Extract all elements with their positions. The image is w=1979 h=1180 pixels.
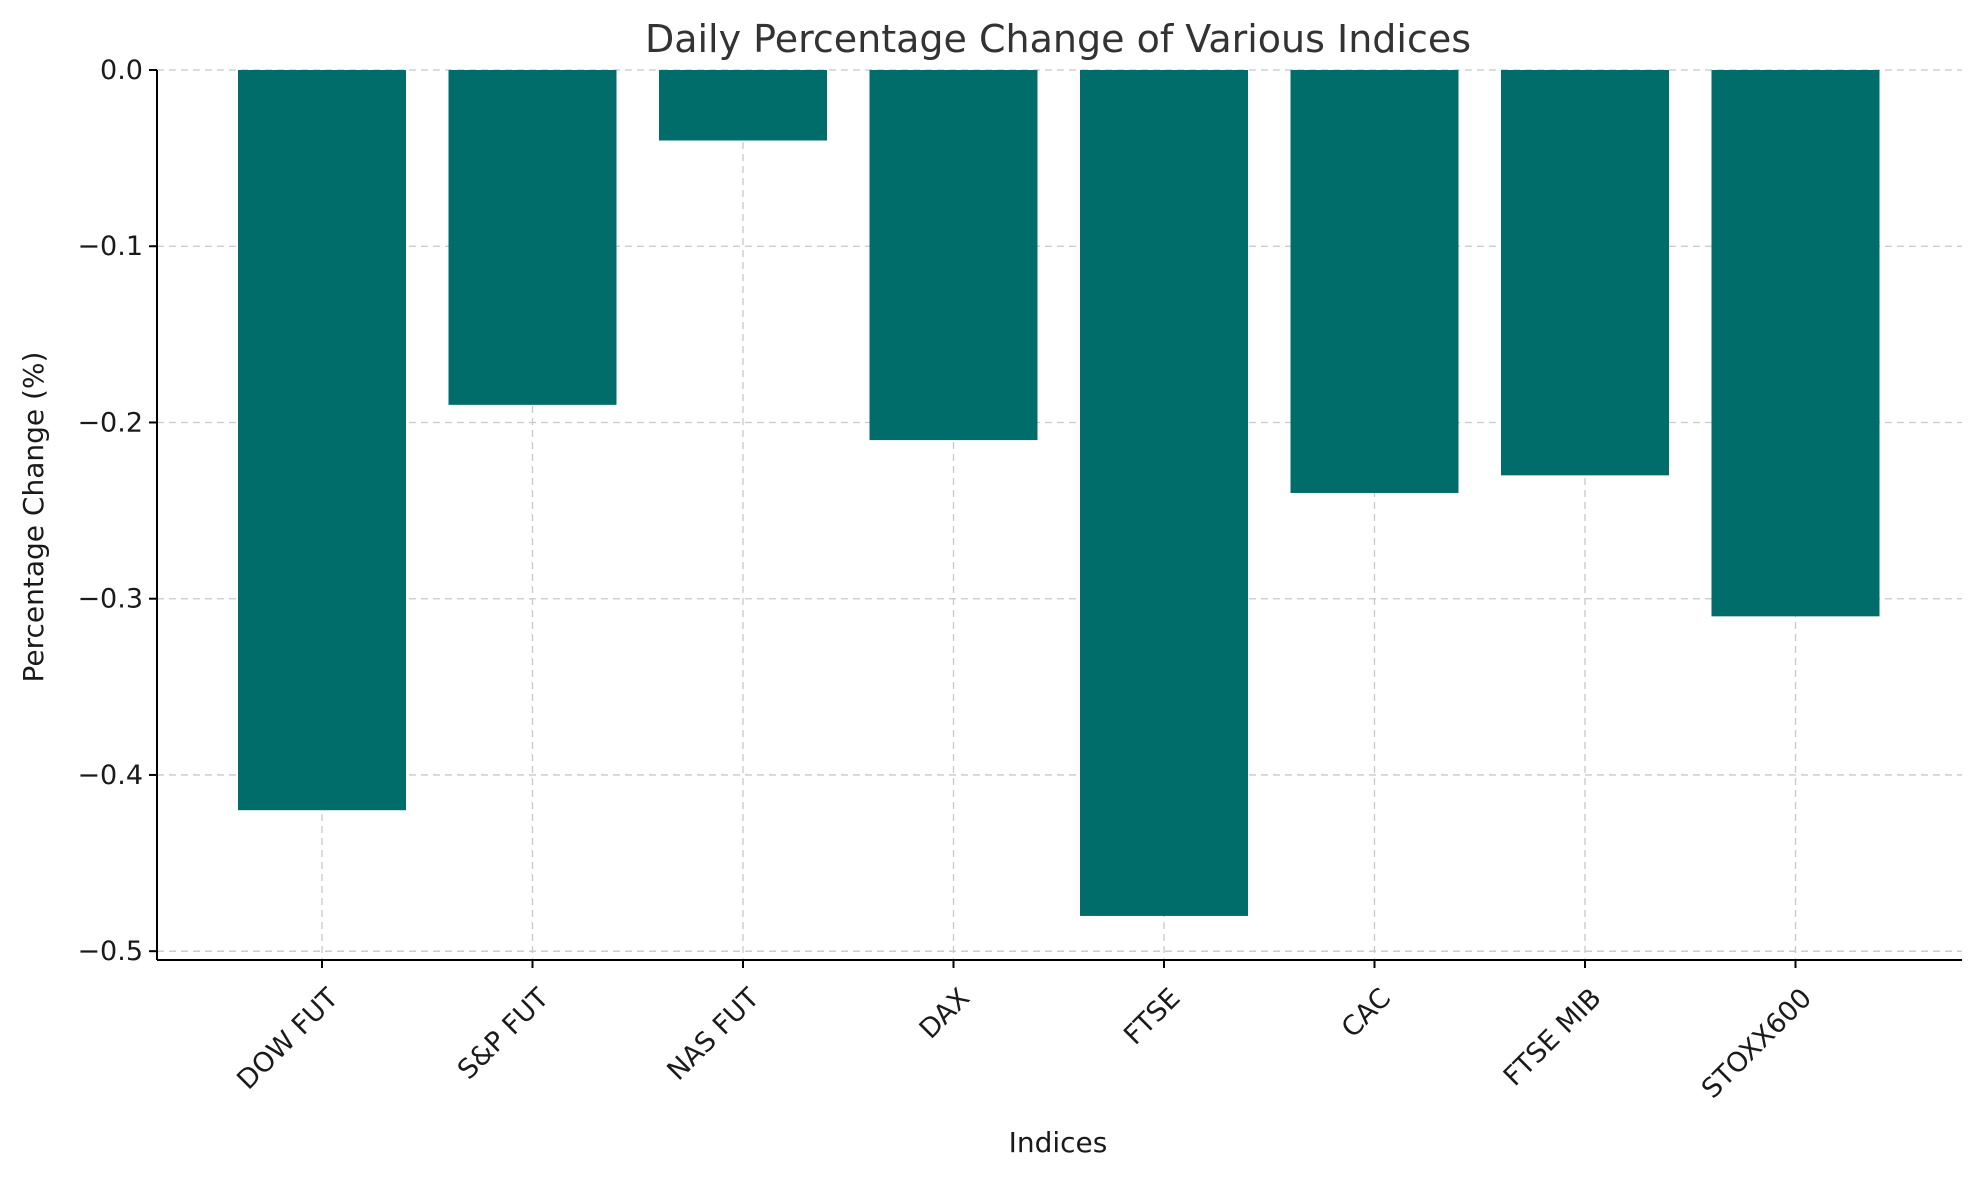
- y-tick-label: 0.0: [100, 55, 143, 86]
- y-gridlines: [157, 69, 1962, 952]
- x-ticks: DOW FUT S&P FUT NAS FUT DAX FTSE CAC FTSE MIB S…: [231, 960, 1818, 1105]
- bar-nas-fut: [659, 70, 827, 141]
- y-ticks: 0.0 −0.1 −0.2 −0.3 −0.4 −0.5: [77, 55, 157, 967]
- y-tick-label: −0.5: [77, 936, 143, 967]
- axes: [156, 70, 1962, 961]
- chart-title: Daily Percentage Change of Various Indic…: [645, 17, 1471, 61]
- y-tick-label: −0.2: [77, 407, 143, 438]
- bar-cac: [1290, 70, 1459, 493]
- bar-ftse: [1080, 70, 1248, 916]
- x-tick-label: FTSE: [1118, 983, 1186, 1051]
- y-tick-label: −0.3: [77, 584, 143, 615]
- bar-dow-fut: [238, 70, 406, 811]
- x-tick-label: DOW FUT: [231, 982, 345, 1096]
- y-tick-label: −0.1: [77, 231, 143, 262]
- bar-dax: [869, 70, 1038, 441]
- bar-s-p-fut: [448, 70, 617, 405]
- bar-ftse-mib: [1501, 70, 1669, 476]
- x-tick-label: S&P FUT: [452, 982, 555, 1085]
- bar-stoxx600: [1711, 70, 1880, 617]
- x-tick-label: DAX: [914, 983, 976, 1045]
- x-tick-label: FTSE MIB: [1498, 983, 1608, 1093]
- y-tick-label: −0.4: [77, 760, 143, 791]
- x-tick-label: CAC: [1336, 983, 1397, 1044]
- x-tick-label: NAS FUT: [661, 982, 765, 1086]
- bars: [238, 70, 1880, 916]
- x-axis-label: Indices: [1009, 1126, 1108, 1159]
- y-axis-label: Percentage Change (%): [17, 352, 50, 683]
- x-tick-label: STOXX600: [1696, 983, 1818, 1105]
